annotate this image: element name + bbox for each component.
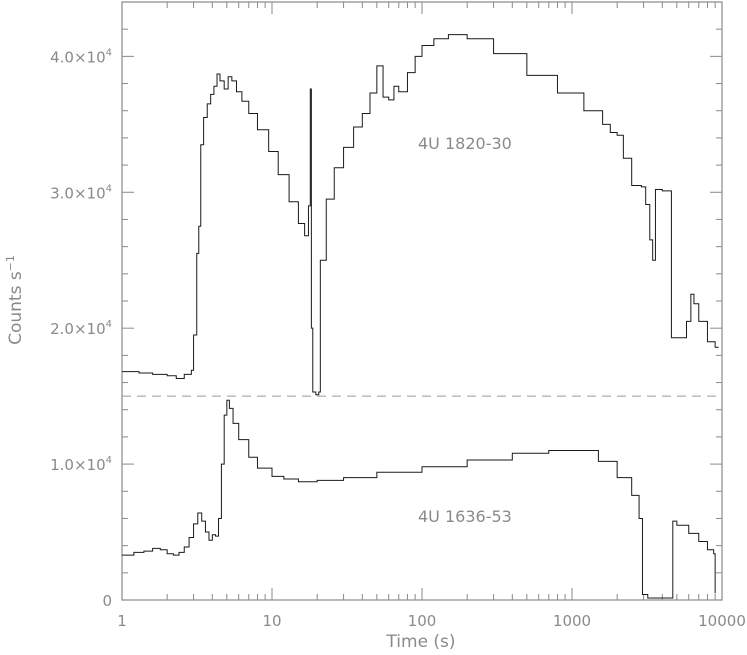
series-layer <box>122 34 719 599</box>
x-tick-label: 1000 <box>553 612 591 630</box>
y-tick-exponent: 4 <box>106 319 112 330</box>
y-axis-label-exponent: −1 <box>4 255 17 271</box>
x-tick-label: 100 <box>408 612 437 630</box>
y-tick-exponent: 4 <box>106 47 112 58</box>
x-tick-label: 10000 <box>698 612 746 630</box>
y-tick-label: 1.0×104 <box>50 455 112 474</box>
y-tick-mantissa: 1.0×10 <box>50 456 106 474</box>
x-tick-label: 1 <box>117 612 127 630</box>
y-tick-label: 2.0×104 <box>50 319 112 338</box>
y-tick-label: 4.0×104 <box>50 47 112 66</box>
axis-ticks <box>121 1 723 601</box>
series-label-4u1636: 4U 1636-53 <box>418 507 512 526</box>
series-label-4u1820: 4U 1820-30 <box>418 134 512 153</box>
x-axis-label: Time (s) <box>385 632 455 652</box>
y-tick-mantissa: 3.0×10 <box>50 184 106 202</box>
y-tick-label: 0 <box>102 592 112 610</box>
y-tick-label: 3.0×104 <box>50 183 112 202</box>
y-axis-label-text: Counts s <box>6 271 26 345</box>
series-line-4u1820 <box>122 34 719 396</box>
series-line-4u1636 <box>122 399 716 599</box>
y-tick-mantissa: 0 <box>102 592 112 610</box>
x-tick-label: 10 <box>262 612 281 630</box>
y-tick-mantissa: 4.0×10 <box>50 48 106 66</box>
y-tick-exponent: 4 <box>106 455 112 466</box>
x-tick-labels: 1 10 100 1000 10000 <box>117 612 746 630</box>
y-tick-mantissa: 2.0×10 <box>50 320 106 338</box>
y-axis-label: Counts s−1 <box>4 255 26 345</box>
y-tick-exponent: 4 <box>106 183 112 194</box>
